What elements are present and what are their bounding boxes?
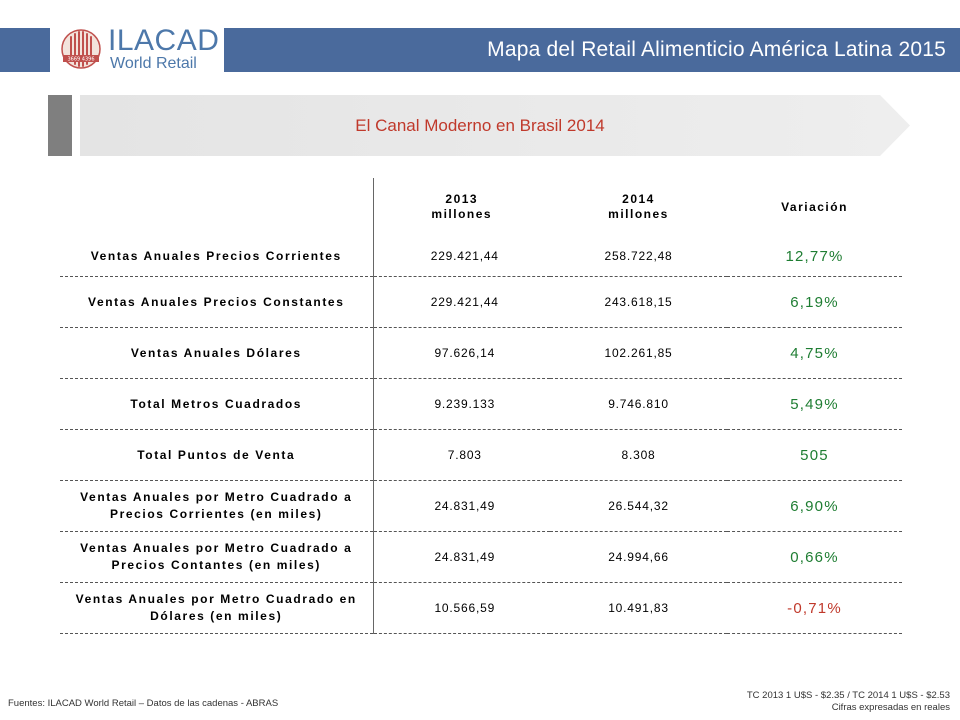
value-2014: 24.994,66 — [550, 531, 727, 583]
value-2014: 9.746.810 — [550, 378, 727, 430]
value-2014: 243.618,15 — [550, 276, 727, 328]
row-label: Total Metros Cuadrados — [60, 378, 374, 430]
variation: 4,75% — [727, 327, 902, 379]
row-label: Total Puntos de Venta — [60, 429, 374, 481]
table-row: Ventas Anuales Precios Constantes 229.42… — [60, 276, 902, 328]
value-2013: 9.239.133 — [373, 378, 550, 430]
table-row: Ventas Anuales por Metro Cuadrado a Preci… — [60, 531, 902, 583]
logo-text: ILACAD — [108, 24, 220, 57]
row-label: Ventas Anuales Precios Constantes — [60, 276, 374, 328]
variation: -0,71% — [727, 582, 902, 634]
header-2014: 2014 millones — [550, 178, 727, 236]
banner-arrow — [80, 95, 910, 156]
table-row: Ventas Anuales por Metro Cuadrado en Dóla… — [60, 582, 902, 634]
data-table: 2013 millones 2014 millones Variación Ve… — [60, 178, 902, 634]
header-2013-unit: millones — [431, 207, 493, 221]
footer-notes: TC 2013 1 U$S - $2.35 / TC 2014 1 U$S - … — [747, 690, 950, 714]
banner-title: El Canal Moderno en Brasil 2014 — [355, 116, 605, 135]
table-header-row: 2013 millones 2014 millones Variación — [60, 178, 902, 236]
value-2014: 8.308 — [550, 429, 727, 481]
logo: 3669 4396 ILACAD World Retail — [50, 18, 224, 74]
value-2013: 229.421,44 — [373, 236, 550, 277]
logo-globe-icon: 3669 4396 — [61, 29, 101, 69]
table-row: Ventas Anuales Dólares 97.626,14 102.261… — [60, 327, 902, 379]
value-2013: 7.803 — [373, 429, 550, 481]
row-label: Ventas Anuales por Metro Cuadrado a Preci… — [60, 531, 374, 583]
row-label: Ventas Anuales Precios Corrientes — [60, 236, 374, 277]
table-row: Total Puntos de Venta 7.803 8.308 505 — [60, 429, 902, 481]
page-title: Mapa del Retail Alimenticio América Lati… — [487, 38, 946, 61]
value-2013: 97.626,14 — [373, 327, 550, 379]
logo-subtitle: World Retail — [110, 55, 197, 72]
variation: 505 — [727, 429, 902, 481]
footer-currency-note: Cifras expresadas en reales — [831, 702, 950, 713]
row-label: Ventas Anuales Dólares — [60, 327, 374, 379]
header-2013: 2013 millones — [373, 178, 550, 236]
header-2014-unit: millones — [608, 207, 669, 221]
value-2013: 24.831,49 — [373, 531, 550, 583]
header-label-cell — [60, 178, 374, 236]
value-2013: 10.566,59 — [373, 582, 550, 634]
value-2014: 10.491,83 — [550, 582, 727, 634]
value-2013: 229.421,44 — [373, 276, 550, 328]
row-label: Ventas Anuales por Metro Cuadrado en Dóla… — [60, 582, 374, 634]
header-2014-year: 2014 — [622, 192, 655, 206]
value-2013: 24.831,49 — [373, 480, 550, 532]
logo-badge: 3669 4396 — [67, 57, 94, 63]
variation: 0,66% — [727, 531, 902, 583]
header-2013-year: 2013 — [445, 192, 479, 206]
footer-exchange-rate: TC 2013 1 U$S - $2.35 / TC 2014 1 U$S - … — [746, 690, 950, 701]
variation: 6,90% — [727, 480, 902, 532]
footer-sources: Fuentes: ILACAD World Retail – Datos de … — [8, 698, 279, 709]
variation: 6,19% — [727, 276, 902, 328]
table-row: Ventas Anuales por Metro Cuadrado a Preci… — [60, 480, 902, 532]
variation: 12,77% — [727, 236, 902, 277]
variation: 5,49% — [727, 378, 902, 430]
header-variacion: Variación — [781, 199, 848, 214]
value-2014: 102.261,85 — [550, 327, 727, 379]
table-row: Total Metros Cuadrados 9.239.133 9.746.8… — [60, 378, 902, 430]
table-row: Ventas Anuales Precios Corrientes 229.42… — [60, 236, 902, 277]
value-2014: 258.722,48 — [550, 236, 727, 277]
banner-accent — [48, 95, 72, 156]
value-2014: 26.544,32 — [550, 480, 727, 532]
row-label: Ventas Anuales por Metro Cuadrado a Preci… — [60, 480, 374, 532]
